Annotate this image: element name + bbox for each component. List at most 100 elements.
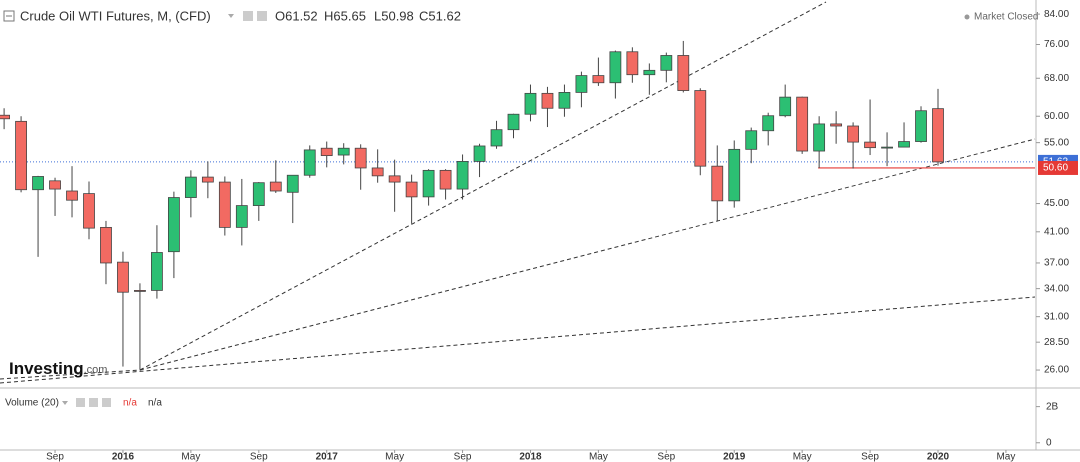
ohlc-open: O61.52 (275, 8, 318, 23)
candle-body (558, 92, 571, 109)
candle-body (728, 148, 741, 202)
candle-body (371, 167, 384, 177)
y-tick-label: 68.00 (1044, 73, 1069, 84)
y-tick-label: 26.00 (1044, 365, 1069, 376)
y-tick-label: 84.00 (1044, 9, 1069, 20)
candle-body (660, 55, 673, 71)
horizontal-line-label: 50.60 (1043, 163, 1068, 174)
candle-body (286, 174, 299, 193)
candle-body (490, 129, 503, 147)
ohlc-high: H65.65 (324, 8, 366, 23)
candle-body (201, 176, 214, 183)
chart-title: Crude Oil WTI Futures, M, (CFD) (20, 8, 211, 23)
candle-body (439, 169, 452, 190)
candle-body (422, 169, 435, 198)
y-tick-label: 34.00 (1044, 283, 1069, 294)
candle-body (235, 205, 248, 228)
y-tick-label: 76.00 (1044, 39, 1069, 50)
candle-body (864, 141, 876, 149)
volume-tick-label: 0 (1046, 437, 1052, 448)
candle-body (218, 181, 231, 228)
y-tick-label: 41.00 (1044, 226, 1069, 237)
watermark-main: Investing (9, 359, 84, 378)
remove-icon[interactable] (257, 11, 267, 21)
remove-icon[interactable] (102, 398, 111, 407)
y-tick-label: 55.00 (1044, 137, 1069, 148)
candle-body (405, 181, 418, 198)
x-tick-label: May (996, 452, 1015, 462)
trendline (0, 296, 1036, 384)
x-tick-label: May (793, 452, 812, 462)
candle-body (151, 252, 163, 291)
candle-body (592, 75, 605, 84)
settings-icon[interactable] (76, 398, 85, 407)
x-tick-label: 2016 (112, 452, 135, 462)
candle-body (473, 145, 486, 162)
dropdown-icon[interactable] (228, 14, 234, 18)
volume-value: n/a (123, 398, 137, 409)
ohlc-low: L50.98 (374, 8, 414, 23)
candle-body (796, 96, 809, 152)
candle-body (354, 147, 367, 169)
x-tick-label: 2020 (927, 452, 950, 462)
settings-icon[interactable] (243, 11, 253, 21)
volume-value: n/a (148, 398, 162, 409)
candle-body (711, 165, 724, 202)
x-tick-label: 2019 (723, 452, 746, 462)
volume-tick-label: 2B (1046, 401, 1059, 412)
plot-area (0, 40, 1035, 370)
y-tick-label: 28.50 (1044, 337, 1069, 348)
candle-body (184, 176, 197, 198)
candle-body (320, 147, 333, 157)
dropdown-icon[interactable] (62, 401, 68, 405)
candle-body (507, 113, 520, 131)
candle-body (813, 123, 826, 152)
candle-body (66, 190, 78, 201)
x-tick-label: Sep (454, 452, 472, 462)
x-tick-label: Sep (250, 452, 268, 462)
y-tick-label: 31.00 (1044, 311, 1069, 322)
x-tick-label: 2017 (316, 452, 339, 462)
y-tick-label: 60.00 (1044, 111, 1069, 122)
candle-body (626, 51, 639, 76)
candle-body (932, 108, 944, 163)
ohlc-close: C51.62 (419, 8, 461, 23)
trendlines (0, 1, 1036, 384)
trendline (0, 369, 141, 380)
trendline (139, 138, 1036, 371)
candle-body (575, 75, 588, 93)
y-tick-label: 45.00 (1044, 198, 1069, 209)
status-dot (964, 14, 970, 20)
candle-body (694, 90, 707, 167)
candle-body (847, 125, 859, 143)
candle-body (456, 161, 469, 190)
candle-body (881, 146, 893, 149)
market-status: Market Closed (974, 12, 1038, 23)
candle-body (388, 175, 401, 183)
candle-body (252, 182, 265, 206)
candle-body (830, 123, 843, 127)
candle-body (32, 176, 44, 191)
candle-body (15, 120, 27, 191)
candle-body (898, 141, 910, 148)
candle-body (643, 69, 656, 76)
watermark: Investing.com (9, 359, 107, 378)
candle-body (134, 290, 146, 292)
candle-body (167, 197, 180, 253)
x-tick-label: Sep (46, 452, 64, 462)
candle-body (49, 180, 61, 190)
watermark-suffix: .com (84, 364, 108, 376)
collapse-icon[interactable] (3, 10, 15, 22)
x-tick-label: May (589, 452, 608, 462)
candle-body (915, 110, 927, 142)
candle-body (83, 193, 95, 229)
x-tick-label: May (385, 452, 404, 462)
volume-title: Volume (20) (5, 398, 59, 409)
hide-icon[interactable] (89, 398, 98, 407)
horizontal-line-box (1038, 160, 1078, 175)
y-tick-label: 37.00 (1044, 258, 1069, 269)
candle-body (524, 92, 537, 115)
candle-body (762, 115, 775, 132)
